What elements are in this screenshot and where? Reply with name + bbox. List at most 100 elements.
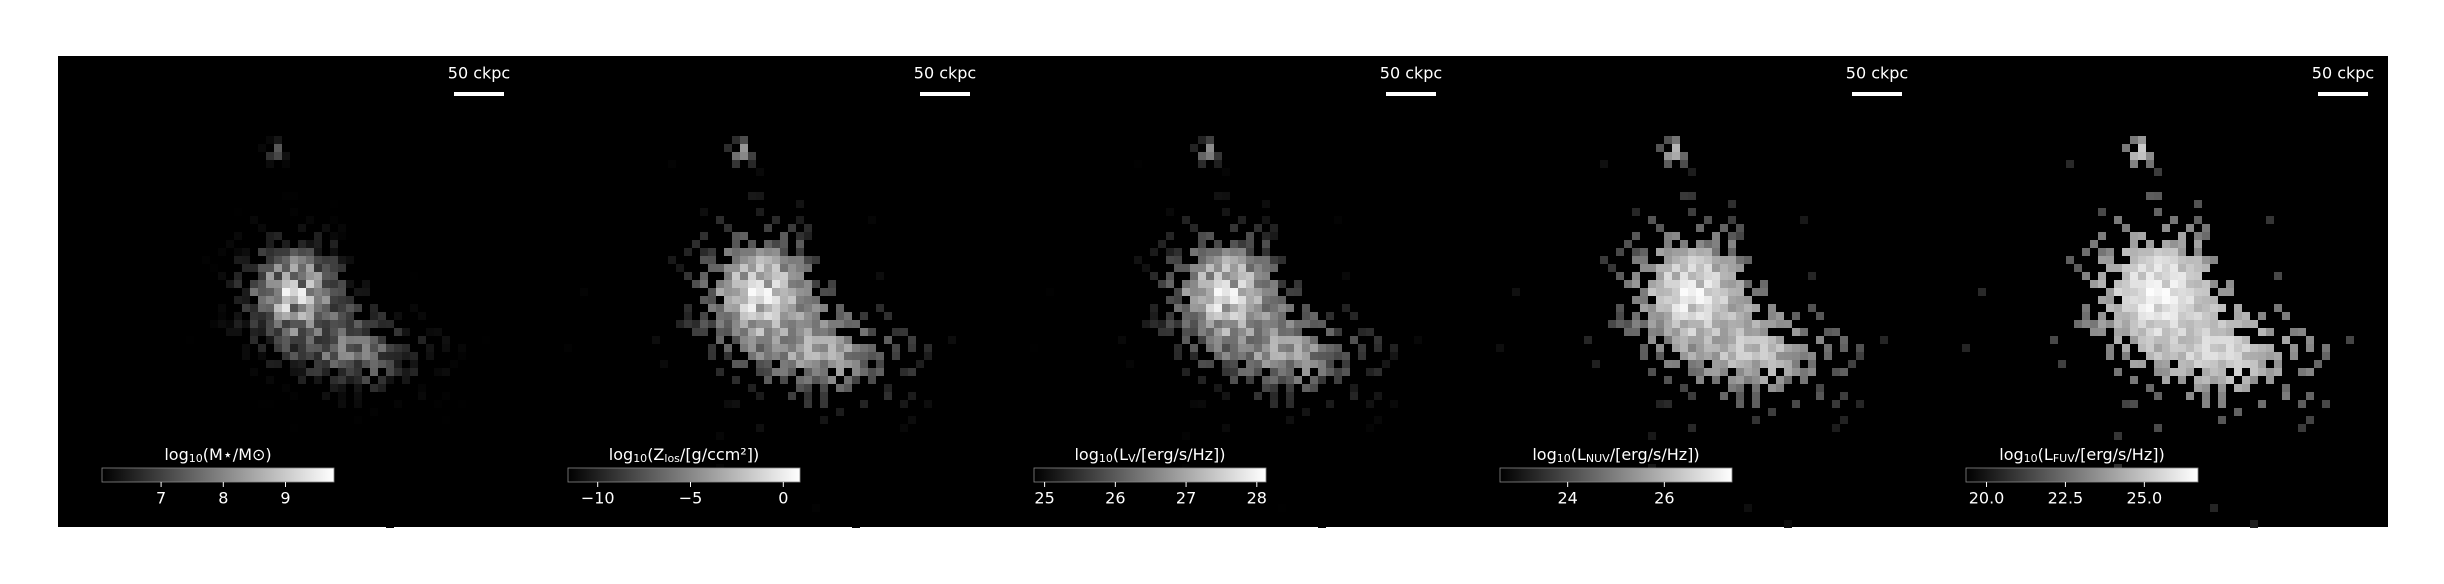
image-pixel xyxy=(828,328,836,336)
image-pixel xyxy=(1512,288,1520,296)
image-pixel xyxy=(1334,216,1342,224)
image-pixel xyxy=(1840,368,1848,376)
image-pixel xyxy=(2154,360,2162,368)
image-pixel xyxy=(346,368,354,376)
image-pixel xyxy=(1736,336,1744,344)
image-pixel xyxy=(876,304,884,312)
image-pixel xyxy=(1318,368,1326,376)
image-pixel xyxy=(1262,272,1270,280)
image-pixel xyxy=(684,320,692,328)
image-pixel xyxy=(780,232,788,240)
label-subscript: 10 xyxy=(1099,452,1113,465)
image-pixel xyxy=(1696,344,1704,352)
image-pixel xyxy=(1672,144,1680,152)
image-pixel xyxy=(1728,328,1736,336)
image-pixel xyxy=(1334,328,1342,336)
image-pixel xyxy=(1712,344,1720,352)
image-pixel xyxy=(2146,384,2154,392)
image-pixel xyxy=(1624,328,1632,336)
image-pixel xyxy=(756,304,764,312)
image-pixel xyxy=(1238,320,1246,328)
image-pixel xyxy=(306,312,314,320)
image-pixel xyxy=(788,272,796,280)
image-pixel xyxy=(290,192,298,200)
image-pixel xyxy=(2154,368,2162,376)
image-pixel xyxy=(2130,320,2138,328)
image-pixel xyxy=(2138,312,2146,320)
image-pixel xyxy=(426,352,434,360)
image-pixel xyxy=(1198,240,1206,248)
image-pixel xyxy=(2138,360,2146,368)
image-pixel xyxy=(804,360,812,368)
image-pixel xyxy=(1664,376,1672,384)
image-pixel xyxy=(1840,416,1848,424)
image-pixel xyxy=(836,384,844,392)
image-pixel xyxy=(418,312,426,320)
image-pixel xyxy=(330,312,338,320)
image-pixel xyxy=(314,360,322,368)
image-pixel xyxy=(410,272,418,280)
image-pixel xyxy=(1696,288,1704,296)
image-pixel xyxy=(1278,280,1286,288)
image-pixel xyxy=(1704,368,1712,376)
image-pixel xyxy=(1374,336,1382,344)
image-pixel xyxy=(322,296,330,304)
image-pixel xyxy=(764,328,772,336)
image-pixel xyxy=(2138,272,2146,280)
image-pixel xyxy=(2154,208,2162,216)
image-pixel xyxy=(708,288,716,296)
image-pixel xyxy=(306,336,314,344)
image-pixel xyxy=(820,360,828,368)
image-pixel xyxy=(804,256,812,264)
image-pixel xyxy=(1720,336,1728,344)
image-pixel xyxy=(820,392,828,400)
image-pixel xyxy=(2194,328,2202,336)
image-pixel xyxy=(820,384,828,392)
image-pixel xyxy=(2210,336,2218,344)
image-pixel xyxy=(2106,352,2114,360)
image-pixel xyxy=(2314,360,2322,368)
image-pixel xyxy=(1262,312,1270,320)
image-pixel xyxy=(394,344,402,352)
image-pixel xyxy=(692,240,700,248)
image-pixel xyxy=(2154,288,2162,296)
image-pixel xyxy=(266,376,274,384)
image-pixel xyxy=(2146,312,2154,320)
image-pixel xyxy=(1664,272,1672,280)
image-pixel xyxy=(780,376,788,384)
image-pixel xyxy=(1648,280,1656,288)
image-pixel xyxy=(370,312,378,320)
image-pixel xyxy=(1214,296,1222,304)
image-pixel xyxy=(748,280,756,288)
image-pixel xyxy=(1294,352,1302,360)
image-pixel xyxy=(1238,280,1246,288)
image-pixel xyxy=(2194,288,2202,296)
image-pixel xyxy=(908,368,916,376)
image-pixel xyxy=(338,376,346,384)
image-pixel xyxy=(1688,336,1696,344)
image-pixel xyxy=(1254,392,1262,400)
image-pixel xyxy=(812,304,820,312)
image-pixel xyxy=(290,328,298,336)
image-pixel xyxy=(2178,280,2186,288)
image-pixel xyxy=(2154,328,2162,336)
image-pixel xyxy=(1174,288,1182,296)
image-pixel xyxy=(354,328,362,336)
image-pixel xyxy=(282,280,290,288)
image-pixel xyxy=(1792,360,1800,368)
image-pixel xyxy=(218,320,226,328)
image-pixel xyxy=(2122,304,2130,312)
image-pixel xyxy=(660,360,668,368)
label-subscript: 10 xyxy=(1557,452,1571,465)
image-pixel xyxy=(2298,328,2306,336)
image-pixel xyxy=(1302,352,1310,360)
image-pixel xyxy=(1656,296,1664,304)
image-pixel xyxy=(2138,304,2146,312)
image-pixel xyxy=(242,304,250,312)
image-pixel xyxy=(338,320,346,328)
image-pixel xyxy=(2146,320,2154,328)
image-pixel xyxy=(876,360,884,368)
image-pixel xyxy=(1286,336,1294,344)
image-pixel xyxy=(1190,264,1198,272)
image-pixel xyxy=(1246,288,1254,296)
